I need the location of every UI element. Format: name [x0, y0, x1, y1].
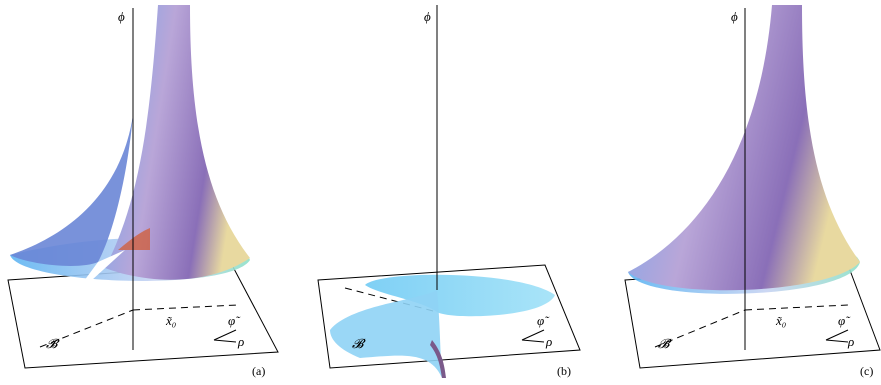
arrow	[522, 340, 544, 342]
coord-label: ρ	[545, 334, 552, 349]
surface-horn	[628, 5, 860, 290]
panel-b: ϕ 𝓑 φ̃ ρ (b)	[318, 5, 580, 378]
axis-label: ϕ	[731, 9, 738, 24]
x-line	[745, 305, 848, 310]
panel-a: ϕ 𝓑 x̃₀ φ̃ ρ (a)	[8, 5, 278, 378]
coord-label: φ̃	[537, 313, 550, 328]
coord-label: ρ	[237, 334, 244, 349]
boundary-label: 𝓑	[46, 336, 60, 351]
axis-label: ϕ	[424, 9, 431, 24]
arrow	[214, 330, 236, 340]
arrow	[214, 340, 236, 342]
point-label: x̃₀	[165, 313, 176, 328]
x-line	[133, 305, 238, 310]
panel-label: (c)	[860, 364, 873, 378]
arrow	[826, 330, 848, 340]
boundary-label: 𝓑	[658, 336, 672, 351]
figure: ϕ 𝓑 x̃₀ φ̃ ρ (a) ϕ 𝓑 φ̃ ρ (b) ϕ 𝓑 x̃₀ φ̃…	[0, 0, 881, 385]
coord-label: φ̃	[228, 313, 241, 328]
arrow	[522, 330, 544, 340]
axis-label: ϕ	[118, 9, 125, 24]
coord-label: ρ	[847, 334, 854, 349]
panel-label: (a)	[252, 364, 265, 378]
arrow	[826, 340, 848, 342]
panel-label: (b)	[557, 364, 571, 378]
surface-horn	[105, 5, 250, 280]
point-label: x̃₀	[775, 313, 786, 328]
surface-sheet	[330, 290, 442, 378]
coord-label: φ̃	[838, 313, 851, 328]
panel-c: ϕ 𝓑 x̃₀ φ̃ ρ (c)	[625, 5, 880, 378]
